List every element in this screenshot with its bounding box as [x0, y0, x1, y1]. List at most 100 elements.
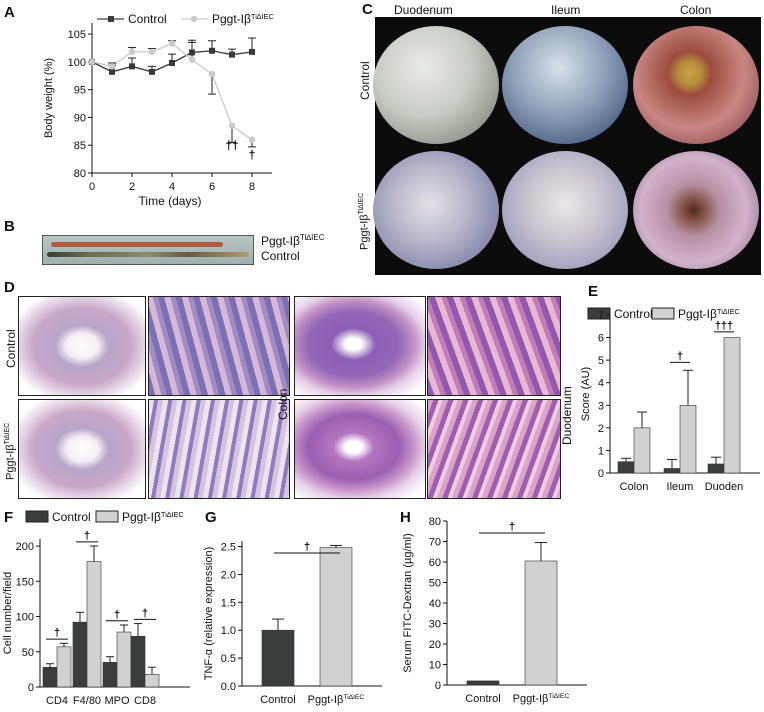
y-tick-label: 10 — [429, 660, 441, 672]
endo-col-colon: Colon — [680, 3, 712, 17]
y-tick-label: 1 — [598, 445, 604, 457]
histo-duodenum-control-low — [294, 296, 426, 396]
y-tick-label: 0 — [28, 682, 34, 694]
y-tick-label: 0.0 — [221, 681, 236, 693]
y-tick-label: 3 — [598, 400, 604, 412]
control-bar — [130, 635, 146, 688]
panel-b-pggt-label: Pggt-IβTi∆IEC — [261, 233, 325, 248]
control-bar — [261, 629, 295, 687]
pggt-bar — [524, 560, 558, 686]
legend-label-control: Control — [128, 12, 167, 26]
control-data-point — [169, 60, 175, 66]
x-tick-label: Pggt-IβTi∆IEC — [513, 693, 570, 705]
significance-marker: †† — [225, 139, 238, 153]
control-bar — [466, 680, 500, 686]
significance-marker: † — [54, 627, 60, 639]
fitc-dextran-chart: 0 10 20 30 40 50 60 70 80 Serum FITC-Dextran (µg/… — [402, 516, 587, 705]
control-bar — [102, 662, 118, 688]
panel-letter-b: B — [4, 218, 15, 235]
x-tick-label: CD4 — [46, 695, 68, 707]
y-tick-label: 6 — [598, 333, 604, 345]
x-tick-label: CD8 — [134, 695, 156, 707]
endo-row-pggt: Pggt-IβTi∆IEC — [358, 192, 371, 250]
histo-label-duodenum: Duodenum — [560, 386, 574, 445]
y-tick-label: 50 — [22, 647, 34, 659]
pggt-bar — [723, 337, 741, 474]
legend-marker-control — [108, 16, 114, 22]
control-data-point — [129, 63, 135, 70]
y-axis-label: Score (AU) — [580, 367, 592, 421]
pggt-data-point — [208, 70, 216, 78]
pggt-data-point — [188, 56, 196, 63]
legend-swatch-pggt — [95, 510, 119, 523]
y-tick-label: 70 — [429, 537, 441, 549]
y-axis-label: TNF-α (relative expression) — [203, 547, 215, 681]
y-tick-label: 90 — [74, 112, 86, 124]
y-tick-label: 50 — [429, 578, 441, 590]
histo-colon-pggt-high — [148, 399, 290, 499]
y-tick-label: 0 — [435, 680, 441, 692]
y-axis-label: Body weight (%) — [43, 58, 55, 138]
control-data-point — [209, 47, 215, 54]
pggt-data-point — [168, 40, 176, 47]
y-tick-label: 7 — [598, 310, 604, 322]
x-tick-label: MPO — [104, 695, 130, 707]
y-axis-label: Cell number/field — [2, 572, 14, 655]
panel-letter-h: H — [400, 509, 411, 526]
legend-swatch-pggt — [651, 307, 675, 320]
y-tick-label: 105 — [68, 29, 86, 41]
colon-photo — [42, 235, 254, 265]
panel-letter-f: F — [4, 509, 14, 526]
pggt-data-point — [128, 48, 136, 56]
legend-label-control: Control — [614, 307, 653, 321]
control-bar — [707, 463, 725, 474]
x-tick-label: 0 — [89, 181, 95, 193]
panel-b-control-label: Control — [261, 249, 300, 263]
pggt-bar — [319, 547, 353, 687]
legend-label-pggt: Pggt-IβTi∆IEC — [678, 307, 740, 321]
y-tick-label: 200 — [16, 541, 34, 553]
significance-marker: † — [114, 609, 120, 621]
x-tick-label: Ileum — [667, 481, 694, 493]
panel-letter-g: G — [205, 509, 217, 526]
pggt-bar — [56, 646, 72, 688]
endo-pggt-colon — [633, 151, 759, 269]
panel-letter-c: C — [362, 1, 373, 18]
y-tick-label: 2 — [598, 423, 604, 435]
significance-marker: † — [509, 521, 515, 533]
legend-swatch-control — [587, 307, 611, 320]
control-data-point — [109, 68, 115, 75]
endo-pggt-duodenum — [373, 151, 499, 269]
control-bar — [617, 461, 635, 474]
endoscopy-panel — [373, 17, 761, 275]
legend-label-pggt: Pggt-IβTi∆IEC — [212, 12, 274, 26]
x-tick-label: Colon — [620, 481, 649, 493]
endo-pggt-ileum — [502, 151, 628, 269]
significance-marker: ††† — [715, 320, 733, 332]
x-axis-label: Time (days) — [139, 194, 202, 208]
y-tick-label: 30 — [429, 619, 441, 631]
control-bar — [72, 621, 88, 688]
pggt-bar — [633, 427, 651, 474]
legend-swatch-control — [25, 510, 49, 523]
y-tick-label: 80 — [74, 168, 86, 180]
y-tick-label: 0.5 — [221, 653, 236, 665]
x-tick-label: 4 — [169, 181, 175, 193]
pggt-data-point — [248, 136, 256, 143]
y-axis-label: Serum FITC-Dextran (µg/ml) — [402, 533, 414, 673]
control-data-point — [149, 68, 155, 75]
histo-duodenum-pggt-low — [294, 399, 426, 499]
control-bar — [42, 666, 58, 688]
significance-marker: † — [677, 350, 683, 362]
y-tick-label: 40 — [429, 598, 441, 610]
significance-marker: † — [142, 607, 148, 619]
x-tick-label: Control — [465, 693, 500, 705]
significance-marker: † — [84, 530, 90, 542]
y-tick-label: 95 — [74, 85, 86, 97]
x-tick-label: Duoden — [705, 481, 744, 493]
tnf-alpha-chart: 0.0 0.5 1.0 1.5 2.0 2.5 TNF-α (relative expres… — [203, 541, 382, 706]
y-tick-label: 100 — [16, 612, 34, 624]
panel-letter-d: D — [4, 279, 15, 296]
y-tick-label: 150 — [16, 576, 34, 588]
y-tick-label: 1.5 — [221, 597, 236, 609]
